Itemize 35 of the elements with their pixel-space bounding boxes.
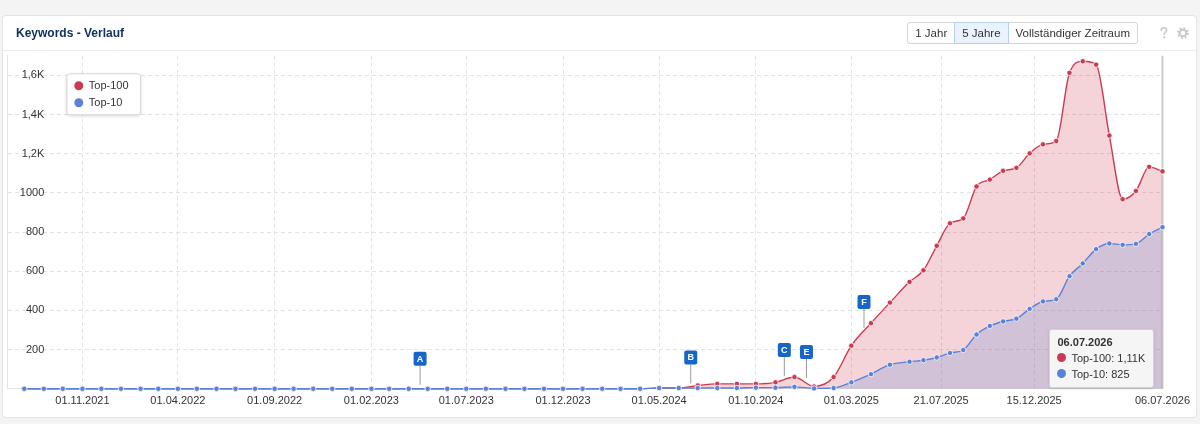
x-tick-label: 01.10.2024: [728, 394, 784, 407]
annotation: 06.07.2026: [1057, 334, 1114, 350]
y-tick-label: 200: [25, 342, 45, 355]
annotation: C: [781, 345, 789, 356]
annotation: Top-100: 1,11K: [1071, 350, 1146, 366]
x-tick-label: 01.09.2022: [247, 394, 303, 407]
y-tick-label: 600: [25, 264, 45, 277]
x-tick-label: 01.12.2023: [535, 394, 591, 407]
x-tick-label: 01.02.2023: [343, 394, 399, 407]
x-tick-label: 01.11.2021: [55, 394, 110, 407]
legend-label: Top-10: [88, 95, 123, 108]
y-tick-label: 400: [25, 303, 45, 316]
y-tick-label: 1,6K: [21, 68, 45, 81]
range-button: Vollständiger Zeitraum: [1007, 22, 1138, 44]
annotation: E: [803, 346, 810, 357]
range-button: 5 Jahre: [954, 22, 1009, 44]
annotation: A: [416, 353, 424, 364]
x-tick-label: 06.07.2026: [1134, 394, 1190, 407]
x-tick-label: 21.07.2025: [913, 394, 969, 407]
annotation: Top-10: 825: [1071, 366, 1130, 382]
range-button: 1 Jahr: [907, 22, 956, 44]
x-tick-label: 01.03.2025: [823, 394, 879, 407]
x-tick-label: 01.05.2024: [631, 394, 687, 407]
x-tick-label: 01.04.2022: [150, 394, 206, 407]
y-tick-label: 1,2K: [21, 146, 45, 159]
chart-title: Keywords - Verlauf: [16, 26, 125, 40]
x-tick-label: 15.12.2025: [1006, 394, 1062, 407]
legend-label: Top-100: [88, 78, 129, 91]
y-tick-label: 800: [25, 225, 45, 238]
x-tick-label: 01.07.2023: [438, 394, 494, 407]
annotation: B: [687, 352, 695, 363]
y-tick-label: 1,4K: [21, 107, 45, 120]
y-tick-label: 1000: [19, 185, 45, 198]
tooltip-panel: 06.07.2026 Top-100: 1,11K Top-10: 825: [1049, 328, 1155, 388]
annotation: F: [861, 297, 868, 308]
